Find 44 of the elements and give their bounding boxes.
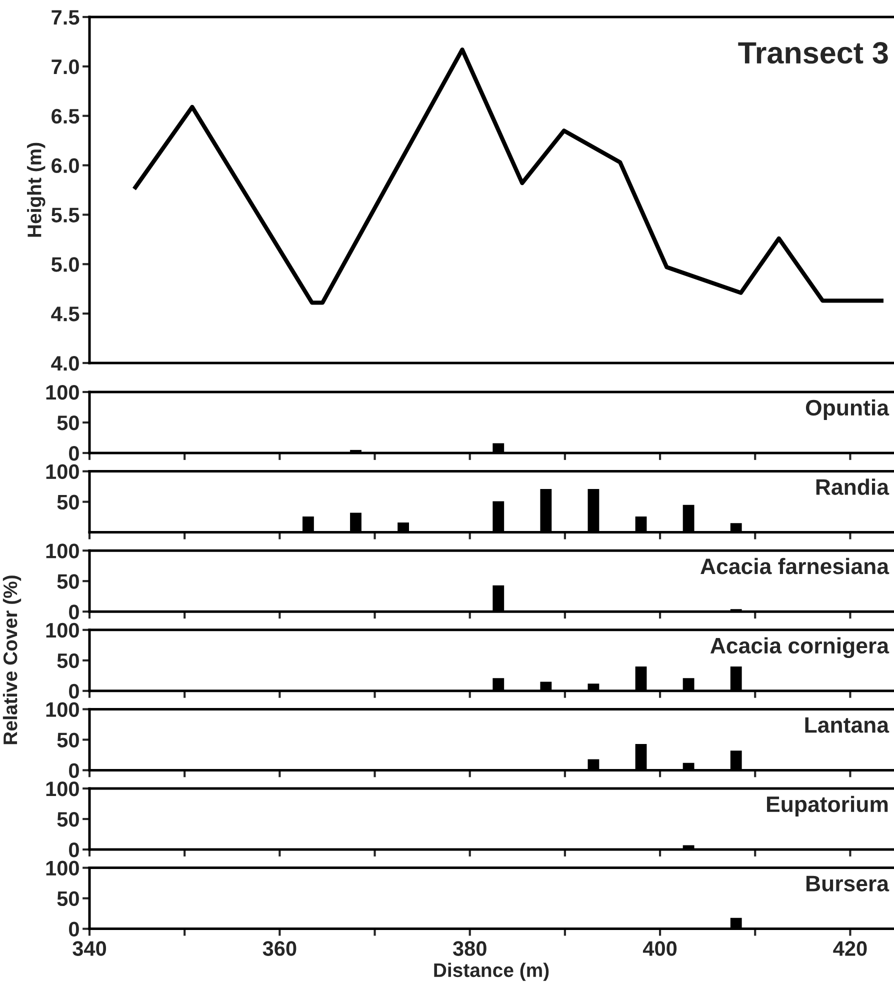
chart-title: Acacia farnesiana bbox=[700, 558, 890, 574]
chart-title: Eupatorium bbox=[767, 796, 888, 817]
y-tick-label: 50 bbox=[57, 812, 79, 827]
y-tick-label: 6.0 bbox=[52, 158, 79, 174]
chart-title: Lantana bbox=[805, 717, 890, 733]
x-tick-label: 340 bbox=[72, 941, 106, 956]
y-tick-label: 100 bbox=[46, 464, 79, 480]
y-tick-label: 50 bbox=[57, 732, 79, 748]
y-tick-label: 100 bbox=[46, 860, 79, 876]
y-tick-label: 50 bbox=[57, 416, 79, 430]
y-tick-label: 5.5 bbox=[51, 208, 80, 222]
y-tick-label: 0 bbox=[69, 763, 79, 778]
chart-title: Randia bbox=[816, 478, 890, 495]
chart-title: Bursera bbox=[806, 876, 890, 892]
y-tick-label: 50 bbox=[57, 494, 79, 510]
y-tick-label: 0 bbox=[69, 922, 79, 937]
y-tick-label: 100 bbox=[46, 622, 79, 638]
y-axis-title: Relative Cover (%) bbox=[2, 576, 22, 744]
y-tick-label: 5.0 bbox=[51, 257, 79, 272]
y-tick-label: 0 bbox=[69, 604, 79, 620]
x-axis-title: Distance (m) bbox=[434, 962, 549, 981]
y-tick-label: 4.0 bbox=[51, 356, 79, 371]
chart-title: Acacia cornigera bbox=[710, 637, 890, 658]
x-tick-label: 380 bbox=[452, 941, 486, 956]
y-tick-label: 7.0 bbox=[52, 59, 79, 74]
y-tick-label: 50 bbox=[57, 653, 79, 668]
y-tick-label: 4.5 bbox=[51, 306, 80, 322]
y-tick-label: 6.5 bbox=[52, 108, 80, 124]
y-tick-label: 0 bbox=[69, 446, 79, 461]
y-tick-label: 50 bbox=[57, 891, 79, 906]
x-tick-label: 400 bbox=[642, 941, 677, 956]
y-tick-label: 100 bbox=[46, 385, 79, 400]
text: Transect 3 bbox=[738, 42, 888, 64]
y-tick-label: 100 bbox=[46, 782, 79, 796]
y-tick-label: 100 bbox=[46, 544, 79, 558]
y-axis-title: Height (m) bbox=[27, 142, 46, 237]
y-tick-label: 100 bbox=[46, 702, 79, 717]
chart-title: Opuntia bbox=[806, 399, 890, 420]
y-tick-label: 0 bbox=[69, 684, 79, 699]
x-tick-label: 360 bbox=[262, 941, 296, 956]
y-tick-label: 50 bbox=[57, 574, 79, 589]
y-tick-label: 7.5 bbox=[52, 10, 80, 25]
x-tick-label: 420 bbox=[833, 941, 867, 956]
y-tick-label: 0 bbox=[69, 842, 79, 858]
